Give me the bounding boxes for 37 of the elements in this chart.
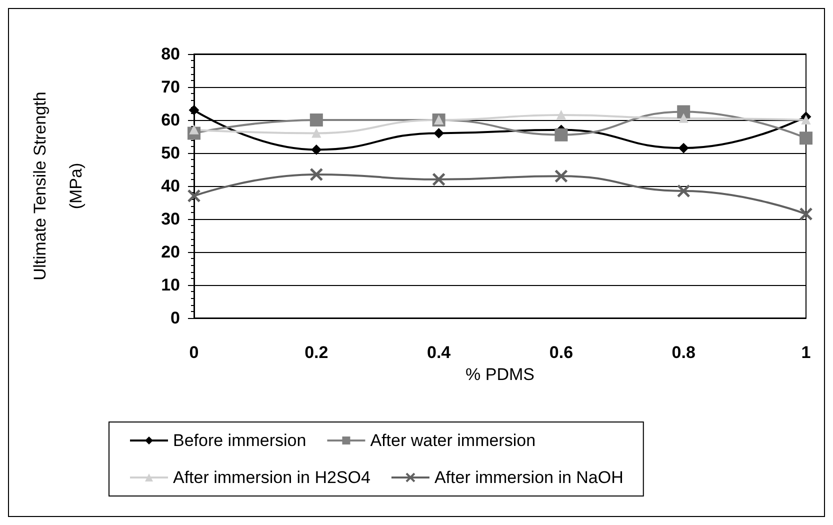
y-tick-label: 20 [161, 242, 180, 262]
y-tick-label: 0 [170, 308, 180, 328]
point [678, 143, 689, 154]
x-tick-label: 0.4 [426, 343, 452, 362]
y-tick-label: 70 [161, 78, 180, 96]
point [556, 110, 566, 120]
point [679, 114, 688, 123]
y-tick-label: 80 [161, 44, 180, 64]
x-tick-label: 0 [189, 343, 199, 362]
y-tick-label: 30 [161, 210, 180, 228]
point [800, 132, 812, 145]
point [311, 144, 322, 155]
point [434, 128, 444, 138]
point [189, 105, 199, 116]
y-tick-label: 50 [161, 144, 180, 162]
x-tick-label: 0.8 [672, 343, 696, 362]
point [676, 184, 690, 198]
point [554, 169, 568, 183]
x-tick-label: 0.2 [304, 343, 328, 362]
y-tick-label: 60 [161, 110, 180, 130]
legend-label: After immersion in H2SO4 [173, 468, 370, 487]
point [312, 128, 321, 138]
y-tick-label: 10 [161, 276, 180, 294]
point [310, 114, 323, 126]
legend-label: After immersion in NaOH [434, 468, 624, 487]
x-axis-title: % PDMS [466, 364, 534, 384]
point [677, 105, 690, 118]
x-tick-label: 0.6 [549, 343, 574, 362]
y-tick-label: 40 [161, 176, 180, 196]
point [802, 116, 810, 124]
x-tick-label: 1 [801, 343, 811, 362]
point [432, 172, 446, 186]
legend-label: Before immersion [173, 431, 306, 450]
y-axis-title: Ultimate Tensile Strength (MPa) [30, 92, 86, 280]
point [310, 168, 324, 182]
point [554, 128, 568, 142]
legend-label: After water immersion [370, 431, 536, 450]
